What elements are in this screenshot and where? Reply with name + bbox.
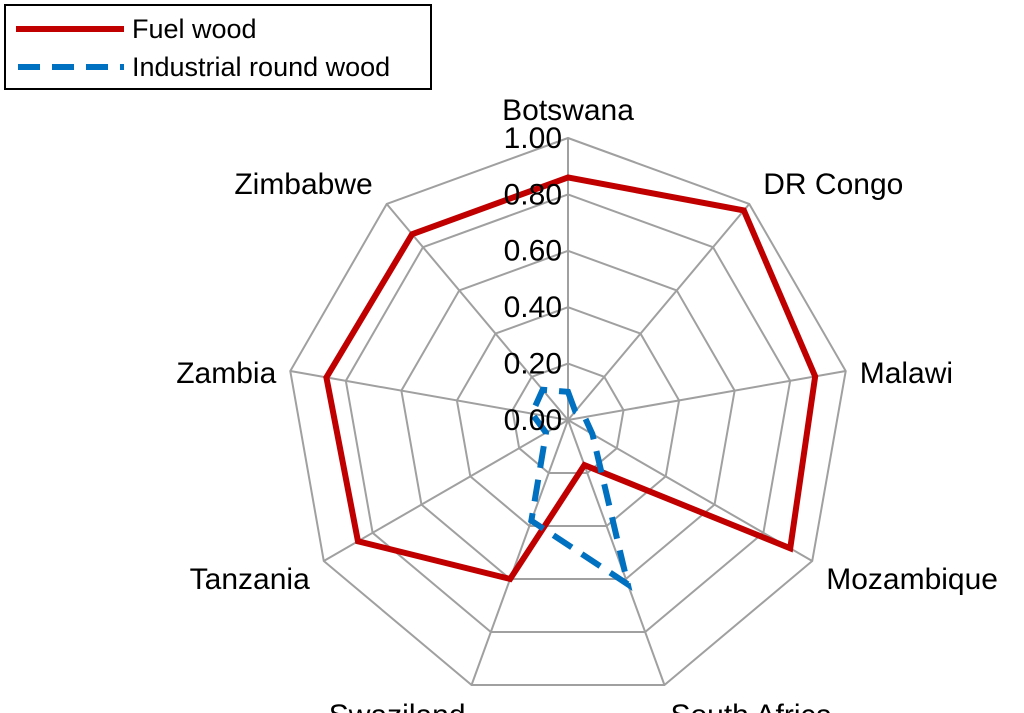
legend-label-industrial-round-wood: Industrial round wood — [132, 51, 391, 82]
tick-label-4: 0.80 — [504, 178, 562, 211]
spoke-swaziland — [470, 419, 569, 686]
spoke-dr-congo — [567, 203, 751, 421]
category-label-malawi: Malawi — [860, 357, 953, 390]
legend-swatch-fuel-wood — [16, 26, 124, 32]
legend-item-fuel-wood: Fuel wood — [14, 12, 257, 46]
tick-label-5: 1.00 — [504, 122, 562, 155]
category-label-zambia: Zambia — [176, 357, 276, 390]
grid-ring-2 — [455, 306, 681, 527]
radial-tick-labels: 0.00 0.20 0.40 0.60 0.80 1.00 — [504, 122, 562, 437]
category-label-south-africa: South Africa — [670, 699, 832, 713]
tick-label-3: 0.60 — [504, 235, 562, 268]
spoke-mozambique — [567, 419, 813, 562]
radar-grid — [289, 136, 847, 686]
category-label-zimbabwe: Zimbabwe — [234, 168, 372, 201]
legend-item-industrial-round-wood: Industrial round wood — [14, 50, 390, 84]
series-industrial-round-wood — [528, 386, 633, 591]
legend: Fuel wood Industrial round wood — [4, 4, 432, 90]
radar-series — [323, 174, 819, 591]
legend-label-fuel-wood: Fuel wood — [132, 13, 257, 44]
legend-swatch-industrial-round-wood — [18, 64, 124, 70]
spoke-south-africa — [567, 419, 666, 686]
category-labels: Botswana DR Congo Malawi Mozambique South Af… — [176, 94, 998, 713]
spoke-tanzania — [323, 419, 569, 562]
tick-label-2: 0.40 — [504, 291, 562, 324]
grid-ring-1 — [511, 362, 625, 474]
grid-ring-5 — [289, 136, 847, 686]
tick-label-0: 0.00 — [504, 404, 562, 437]
category-label-swaziland: Swaziland — [329, 699, 466, 713]
category-label-tanzania: Tanzania — [190, 563, 310, 596]
spoke-zimbabwe — [385, 203, 569, 421]
tick-label-1: 0.20 — [504, 348, 562, 381]
grid-ring-4 — [344, 193, 792, 633]
grid-ring-3 — [400, 249, 736, 580]
category-label-botswana: Botswana — [502, 94, 634, 127]
spoke-malawi — [567, 370, 846, 421]
spoke-zambia — [290, 370, 569, 421]
category-label-dr-congo: DR Congo — [763, 168, 903, 201]
series-fuel-wood — [323, 174, 819, 583]
category-label-mozambique: Mozambique — [826, 563, 998, 596]
